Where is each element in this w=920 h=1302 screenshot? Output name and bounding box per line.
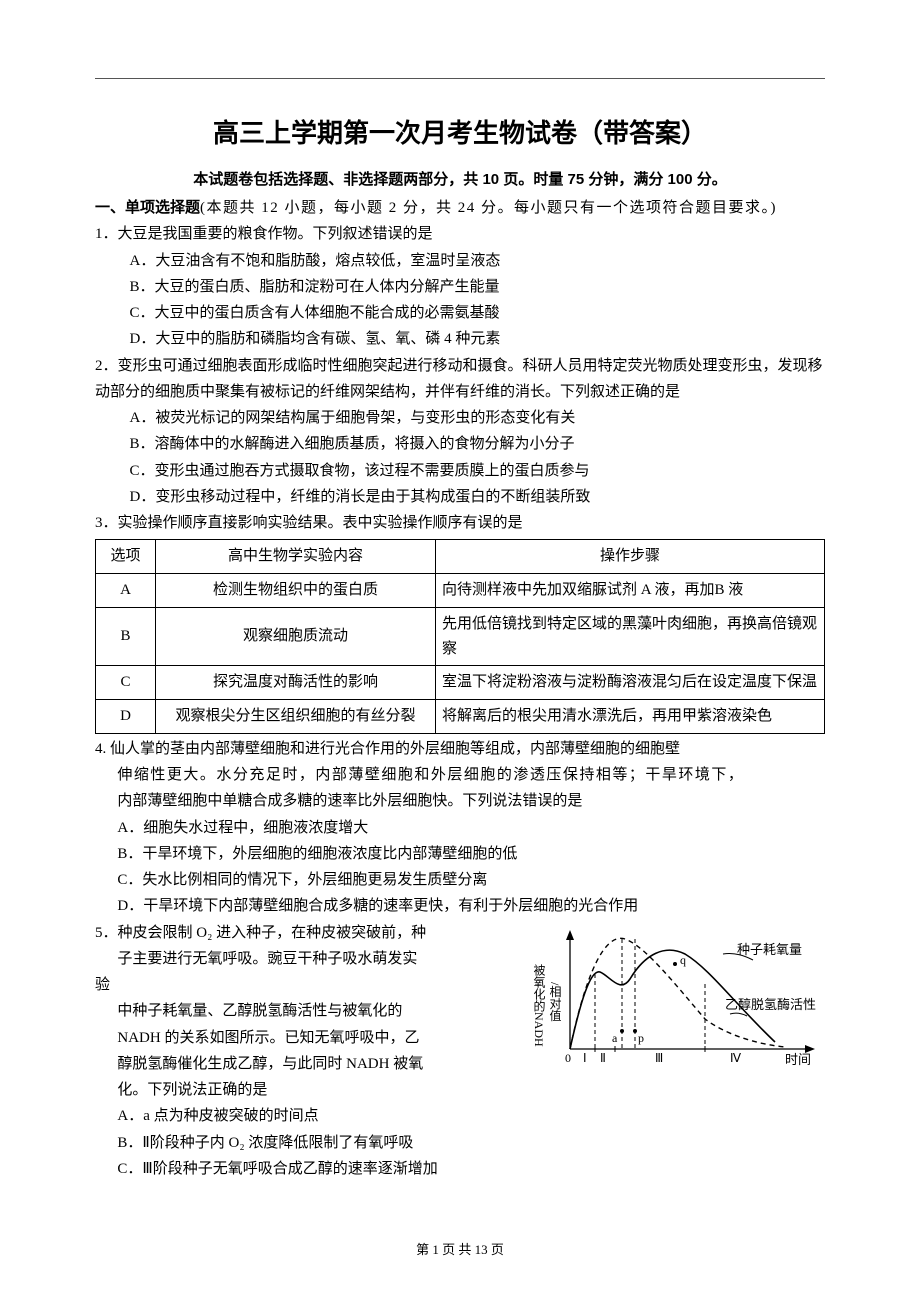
page-title: 高三上学期第一次月考生物试卷（带答案） xyxy=(95,113,825,150)
legend-1: 种子耗氧量 xyxy=(737,942,802,957)
q1-opt-d: D．大豆中的脂肪和磷脂均含有碳、氢、氧、磷 4 种元素 xyxy=(130,326,826,352)
q5-opt-a: A．a 点为种皮被突破的时间点 xyxy=(117,1103,825,1129)
page-footer: 第 1 页 共 13 页 xyxy=(0,1239,920,1258)
cell-a-opt: A xyxy=(96,574,156,608)
q4-opt-c: C．失水比例相同的情况下，外层细胞更易发生质壁分离 xyxy=(117,867,825,893)
table-row: A 检测生物组织中的蛋白质 向待测样液中先加双缩脲试剂 A 液，再加B 液 xyxy=(96,574,825,608)
top-rule xyxy=(95,78,825,79)
q4-opt-a: A．细胞失水过程中，细胞液浓度增大 xyxy=(117,815,825,841)
q2-opt-a: A．被荧光标记的网架结构属于细胞骨架，与变形虫的形态变化有关 xyxy=(130,405,826,431)
subtitle: 本试题卷包括选择题、非选择题两部分，共 10 页。时量 75 分钟，满分 100… xyxy=(95,168,825,189)
q2-options: A．被荧光标记的网架结构属于细胞骨架，与变形虫的形态变化有关 B．溶酶体中的水解… xyxy=(95,405,825,510)
section-1-head: 一、单项选择题(本题共 12 小题，每小题 2 分，共 24 分。每小题只有一个… xyxy=(95,195,825,221)
chart-ylabel2: /相对值 xyxy=(548,982,562,1022)
pt-q: q xyxy=(680,953,686,967)
q2-opt-d: D．变形虫移动过程中，纤维的消长是由于其构成蛋白的不断组装所致 xyxy=(130,484,826,510)
q4-opt-d: D．干旱环境下内部薄壁细胞合成多糖的速率更快，有利于外层细胞的光合作用 xyxy=(117,893,825,919)
q1-opt-a: A．大豆油含有不饱和脂肪酸，熔点较低，室温时呈液态 xyxy=(130,248,826,274)
pt-a: a xyxy=(612,1031,618,1045)
table-head-row: 选项 高中生物学实验内容 操作步骤 xyxy=(96,540,825,574)
q5-l1: 5．种皮会限制 O₂ 进入种子，在种皮被突破前，种 xyxy=(95,920,515,946)
q3-stem: 3．实验操作顺序直接影响实验结果。表中实验操作顺序有误的是 xyxy=(95,510,825,536)
q1-stem: 1．大豆是我国重要的粮食作物。下列叙述错误的是 xyxy=(95,221,825,247)
cell-c-steps: 室温下将淀粉溶液与淀粉酶溶液混匀后在设定温度下保温 xyxy=(436,666,825,700)
ylabel-l2: /相对值 xyxy=(548,982,562,1022)
section-1-head-bold: 一、单项选择题 xyxy=(95,199,200,216)
tick-3: Ⅲ xyxy=(655,1051,663,1065)
q2-opt-b: B．溶酶体中的水解酶进入细胞质基质，将摄入的食物分解为小分子 xyxy=(130,431,826,457)
pt-p: p xyxy=(638,1031,644,1045)
chart-xlabel: 时间 xyxy=(785,1052,811,1067)
q5-l4: NADH 的关系如图所示。已知无氧呼吸中，乙 xyxy=(117,1025,537,1051)
ylabel-l1: 被氧化的NADH xyxy=(532,963,546,1046)
q4-stem-l1: 4. 仙人掌的茎由内部薄壁细胞和进行光合作用的外层细胞等组成，内部薄壁细胞的细胞… xyxy=(95,736,825,762)
legend-2: 乙醇脱氢酶活性 xyxy=(725,997,816,1012)
cell-a-content: 检测生物组织中的蛋白质 xyxy=(156,574,436,608)
tick-1: Ⅰ xyxy=(583,1051,587,1065)
q1-options: A．大豆油含有不饱和脂肪酸，熔点较低，室温时呈液态 B．大豆的蛋白质、脂肪和淀粉… xyxy=(95,248,825,353)
q2-stem: 2．变形虫可通过细胞表面形成临时性细胞突起进行移动和摄食。科研人员用特定荧光物质… xyxy=(95,353,825,406)
tick-2: Ⅱ xyxy=(600,1051,606,1065)
q5-l5: 醇脱氢酶催化生成乙醇，与此同时 NADH 被氧 xyxy=(117,1051,537,1077)
th-steps: 操作步骤 xyxy=(436,540,825,574)
cell-b-opt: B xyxy=(96,607,156,666)
q4-opt-b: B．干旱环境下，外层细胞的细胞液浓度比内部薄壁细胞的低 xyxy=(117,841,825,867)
q3-table: 选项 高中生物学实验内容 操作步骤 A 检测生物组织中的蛋白质 向待测样液中先加… xyxy=(95,539,825,734)
q5-opt-b: B．Ⅱ阶段种子内 O₂ 浓度降低限制了有氧呼吸 xyxy=(117,1130,825,1156)
q5-l3: 中种子耗氧量、乙醇脱氢酶活性与被氧化的 xyxy=(117,998,537,1024)
q5-chart: 被氧化的NADH /相对值 时间 0 Ⅰ Ⅱ Ⅲ Ⅳ xyxy=(525,924,825,1074)
q2-opt-c: C．变形虫通过胞吞方式摄取食物，该过程不需要质膜上的蛋白质参与 xyxy=(130,458,826,484)
tick-0: 0 xyxy=(565,1051,571,1065)
section-1-head-rest: (本题共 12 小题，每小题 2 分，共 24 分。每小题只有一个选项符合题目要… xyxy=(200,200,777,216)
th-content: 高中生物学实验内容 xyxy=(156,540,436,574)
q1-opt-b: B．大豆的蛋白质、脂肪和淀粉可在人体内分解产生能量 xyxy=(130,274,826,300)
q5-l6: 化。下列说法正确的是 xyxy=(117,1077,537,1103)
th-option: 选项 xyxy=(96,540,156,574)
q4-stem-l2: 伸缩性更大。水分充足时，内部薄壁细胞和外层细胞的渗透压保持相等；干旱环境下， xyxy=(117,762,825,788)
cell-b-content: 观察细胞质流动 xyxy=(156,607,436,666)
cell-d-opt: D xyxy=(96,700,156,734)
table-row: C 探究温度对酶活性的影响 室温下将淀粉溶液与淀粉酶溶液混匀后在设定温度下保温 xyxy=(96,666,825,700)
q5-opt-c: C．Ⅲ阶段种子无氧呼吸合成乙醇的速率逐渐增加 xyxy=(117,1156,825,1182)
q1-opt-c: C．大豆中的蛋白质含有人体细胞不能合成的必需氨基酸 xyxy=(130,300,826,326)
cell-d-steps: 将解离后的根尖用清水漂洗后，再用甲紫溶液染色 xyxy=(436,700,825,734)
cell-c-content: 探究温度对酶活性的影响 xyxy=(156,666,436,700)
chart-ylabel: 被氧化的NADH xyxy=(532,963,546,1046)
cell-c-opt: C xyxy=(96,666,156,700)
q4-stem-l3: 内部薄壁细胞中单糖合成多糖的速率比外层细胞快。下列说法错误的是 xyxy=(117,788,825,814)
q5-l2: 子主要进行无氧呼吸。豌豆干种子吸水萌发实 xyxy=(117,946,537,972)
cell-b-steps: 先用低倍镜找到特定区域的黑藻叶肉细胞，再换高倍镜观察 xyxy=(436,607,825,666)
cell-a-steps: 向待测样液中先加双缩脲试剂 A 液，再加B 液 xyxy=(436,574,825,608)
cell-d-content: 观察根尖分生区组织细胞的有丝分裂 xyxy=(156,700,436,734)
q5-block: 5．种皮会限制 O₂ 进入种子，在种皮被突破前，种 子主要进行无氧呼吸。豌豆干种… xyxy=(95,920,825,1183)
table-row: B 观察细胞质流动 先用低倍镜找到特定区域的黑藻叶肉细胞，再换高倍镜观察 xyxy=(96,607,825,666)
tick-4: Ⅳ xyxy=(730,1051,741,1065)
table-row: D 观察根尖分生区组织细胞的有丝分裂 将解离后的根尖用清水漂洗后，再用甲紫溶液染… xyxy=(96,700,825,734)
